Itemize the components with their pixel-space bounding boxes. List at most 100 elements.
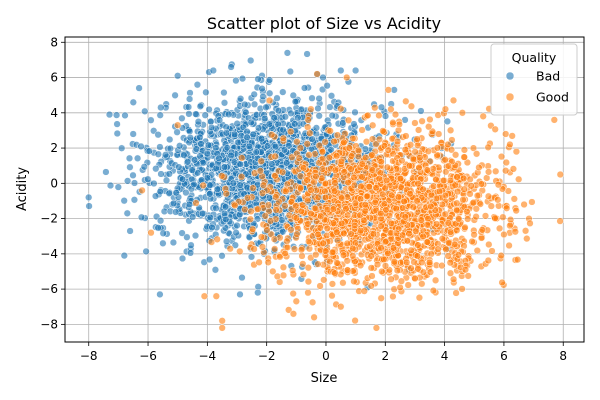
data-point-good bbox=[405, 229, 413, 238]
data-point-good bbox=[321, 138, 329, 146]
data-point-good bbox=[258, 243, 267, 251]
data-point-good bbox=[325, 154, 333, 162]
data-point-good bbox=[472, 205, 480, 213]
data-point-good bbox=[427, 202, 435, 211]
data-point-bad bbox=[206, 190, 214, 198]
data-point-good bbox=[369, 230, 378, 238]
y-axis-ticks: −8 −6 −4 −2 0 2 4 6 8 bbox=[40, 35, 65, 331]
data-point-good bbox=[333, 152, 341, 160]
data-point-bad bbox=[215, 154, 223, 162]
data-point-good bbox=[350, 181, 359, 189]
data-point-good bbox=[508, 132, 516, 140]
data-point-bad bbox=[280, 146, 289, 154]
data-point-bad bbox=[287, 109, 295, 117]
data-point-bad bbox=[123, 177, 132, 185]
data-point-bad bbox=[161, 151, 170, 159]
data-point-good bbox=[453, 199, 461, 207]
data-point-good bbox=[303, 140, 311, 148]
data-point-good bbox=[491, 125, 499, 133]
data-point-good bbox=[464, 272, 472, 280]
data-point-good bbox=[331, 269, 339, 277]
data-point-good bbox=[379, 127, 387, 135]
data-point-good bbox=[293, 138, 301, 146]
data-point-bad bbox=[351, 66, 360, 75]
data-point-good bbox=[387, 275, 395, 283]
data-point-good bbox=[358, 173, 366, 181]
x-tick-label: −8 bbox=[80, 349, 98, 363]
data-point-good bbox=[340, 229, 348, 238]
data-point-good bbox=[411, 119, 419, 127]
data-point-good bbox=[236, 247, 244, 256]
data-point-good bbox=[381, 184, 389, 192]
data-point-good bbox=[273, 272, 282, 281]
data-point-bad bbox=[229, 179, 237, 187]
data-point-good bbox=[429, 286, 438, 295]
data-point-bad bbox=[203, 150, 211, 158]
data-point-bad bbox=[184, 103, 193, 111]
data-point-good bbox=[357, 227, 365, 235]
legend-marker-bad bbox=[505, 71, 515, 81]
data-point-good bbox=[492, 167, 500, 175]
data-point-good bbox=[249, 184, 257, 192]
data-point-good bbox=[299, 201, 307, 209]
data-point-good bbox=[377, 209, 385, 218]
data-point-good bbox=[414, 141, 422, 149]
data-point-bad bbox=[351, 108, 359, 116]
data-point-good bbox=[473, 192, 482, 200]
data-point-good bbox=[438, 261, 446, 270]
data-point-good bbox=[444, 252, 452, 260]
data-point-good bbox=[556, 170, 564, 179]
data-point-bad bbox=[291, 98, 300, 106]
data-point-good bbox=[520, 200, 528, 209]
y-tick-label: −2 bbox=[40, 212, 58, 226]
data-point-good bbox=[292, 297, 300, 305]
data-point-good bbox=[458, 285, 466, 293]
data-point-good bbox=[423, 238, 432, 246]
scatter-points bbox=[85, 49, 564, 332]
data-point-bad bbox=[150, 179, 158, 188]
data-point-good bbox=[261, 212, 269, 220]
data-point-good bbox=[272, 206, 280, 214]
data-point-good bbox=[411, 148, 419, 156]
data-point-good bbox=[454, 251, 463, 259]
data-point-good bbox=[265, 96, 274, 105]
data-point-good bbox=[389, 118, 397, 127]
data-point-bad bbox=[326, 103, 334, 111]
data-point-good bbox=[442, 245, 450, 253]
data-point-good bbox=[505, 241, 513, 250]
data-point-good bbox=[372, 324, 381, 332]
data-point-bad bbox=[169, 238, 178, 247]
data-point-bad bbox=[130, 196, 139, 204]
data-point-good bbox=[283, 237, 291, 245]
data-point-good bbox=[331, 166, 340, 174]
data-point-good bbox=[347, 152, 356, 160]
data-point-good bbox=[414, 241, 422, 249]
data-point-bad bbox=[220, 163, 229, 171]
data-point-good bbox=[356, 261, 365, 270]
data-point-bad bbox=[279, 88, 287, 96]
data-point-bad bbox=[245, 142, 253, 151]
data-point-bad bbox=[315, 94, 323, 103]
data-point-good bbox=[409, 203, 417, 211]
data-point-good bbox=[313, 70, 321, 78]
data-point-good bbox=[237, 173, 246, 181]
data-point-bad bbox=[220, 209, 229, 218]
data-point-good bbox=[299, 260, 307, 268]
data-point-good bbox=[256, 167, 264, 175]
data-point-good bbox=[339, 251, 348, 259]
x-tick-label: 2 bbox=[381, 349, 389, 363]
data-point-good bbox=[464, 215, 472, 223]
data-point-bad bbox=[236, 160, 244, 168]
data-point-bad bbox=[105, 110, 114, 119]
data-point-good bbox=[418, 280, 426, 288]
data-point-bad bbox=[156, 111, 164, 119]
data-point-bad bbox=[243, 133, 251, 141]
data-point-good bbox=[433, 144, 442, 152]
data-point-bad bbox=[129, 98, 137, 106]
data-point-bad bbox=[198, 209, 207, 218]
data-point-bad bbox=[156, 217, 165, 225]
data-point-good bbox=[304, 264, 312, 272]
data-point-good bbox=[439, 176, 448, 185]
data-point-bad bbox=[172, 208, 180, 216]
data-point-good bbox=[458, 109, 467, 117]
